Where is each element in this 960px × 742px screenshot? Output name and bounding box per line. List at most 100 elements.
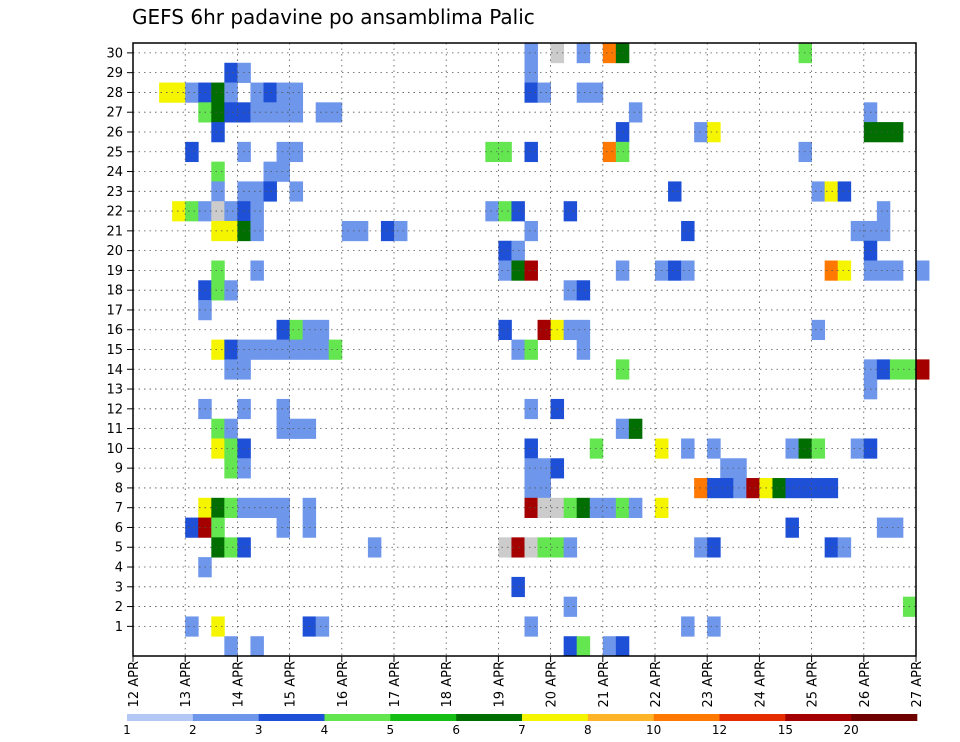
heatmap-cell [211, 260, 225, 281]
heatmap-cell [224, 438, 238, 459]
heatmap-cell [211, 280, 225, 301]
colorbar-swatch [719, 714, 786, 721]
heatmap-cell [576, 43, 591, 64]
heatmap-cell [628, 418, 643, 439]
heatmap-cell [524, 220, 538, 242]
heatmap-cell [576, 497, 591, 518]
heatmap-cell [824, 478, 839, 499]
x-tick-label: 17 APR [388, 661, 403, 707]
colorbar-label: 6 [452, 723, 460, 737]
y-tick-label: 24 [106, 165, 123, 180]
y-tick-label: 20 [106, 244, 123, 259]
heatmap-cell [785, 517, 799, 538]
heatmap-cell [315, 616, 330, 637]
y-tick-label: 15 [106, 343, 123, 358]
heatmap-cell [224, 537, 238, 558]
y-tick-label: 10 [106, 442, 123, 457]
heatmap-cell [211, 517, 225, 538]
heatmap-cell [746, 478, 760, 499]
heatmap-cell [615, 636, 630, 657]
heatmap-cells [159, 43, 930, 657]
heatmap-cell [576, 82, 591, 103]
heatmap-cell [263, 339, 277, 360]
colorbar-swatch [785, 714, 852, 721]
heatmap-cell [224, 458, 238, 479]
heatmap-cell [315, 339, 330, 360]
x-tick-label: 19 APR [492, 661, 507, 707]
y-tick-label: 23 [106, 185, 123, 200]
colorbar-swatch [192, 714, 259, 721]
heatmap-cell [224, 201, 238, 222]
heatmap-cell [720, 458, 734, 479]
heatmap-cell [289, 418, 304, 439]
colorbar-swatch [324, 714, 391, 721]
heatmap-cell [211, 537, 225, 558]
heatmap-cell [211, 220, 225, 242]
colorbar-swatch [851, 714, 918, 721]
heatmap-cell [498, 240, 512, 261]
heatmap-cell [224, 418, 238, 439]
heatmap-cell [837, 260, 852, 281]
heatmap-cell [328, 102, 343, 123]
x-tick-label: 26 APR [858, 661, 873, 707]
heatmap-cell [889, 517, 904, 538]
heatmap-cell [185, 517, 199, 538]
colorbar: 1 2 3 4 5 6 7 8 10 12 15 20 [123, 714, 918, 737]
heatmap-cell [733, 458, 747, 479]
heatmap-cell [876, 122, 891, 143]
heatmap-cell [250, 201, 264, 222]
heatmap-cell [524, 62, 538, 83]
heatmap-cell [563, 537, 578, 558]
heatmap-cell [681, 220, 695, 242]
axis-ticks: 1234567891011121314151617181920212223242… [106, 46, 925, 707]
heatmap-cell [289, 141, 304, 163]
heatmap-cell [354, 220, 369, 242]
y-tick-label: 17 [106, 303, 123, 318]
heatmap-cell [524, 497, 538, 518]
heatmap-cell [563, 280, 578, 301]
heatmap-cell [576, 319, 591, 341]
x-tick-label: 21 APR [597, 661, 612, 707]
heatmap-cell [628, 497, 643, 518]
heatmap-cell [276, 319, 290, 341]
y-tick-label: 4 [115, 561, 123, 576]
heatmap-cell [537, 82, 551, 103]
heatmap-cell [824, 181, 839, 202]
colorbar-label: 7 [518, 723, 526, 737]
heatmap-cell [524, 260, 538, 281]
heatmap-cell [224, 82, 238, 103]
heatmap-cell [537, 497, 551, 518]
heatmap-cell [524, 537, 538, 558]
colorbar-label: 3 [255, 723, 263, 737]
y-tick-label: 19 [106, 264, 123, 279]
heatmap-cell [498, 201, 512, 222]
y-tick-label: 6 [115, 521, 123, 536]
heatmap-cell [263, 161, 277, 182]
heatmap-cell [524, 141, 538, 163]
heatmap-cell [276, 517, 290, 538]
heatmap-cell [772, 478, 786, 499]
x-tick-label: 16 APR [336, 661, 351, 707]
heatmap-cell [289, 181, 304, 202]
heatmap-cell [524, 339, 538, 360]
heatmap-cell [916, 260, 930, 281]
heatmap-cell [211, 161, 225, 182]
heatmap-cell [524, 458, 538, 479]
heatmap-cell [837, 181, 852, 202]
y-tick-label: 26 [106, 125, 123, 140]
heatmap-cell [289, 339, 304, 360]
heatmap-cell [250, 339, 264, 360]
colorbar-label: 2 [189, 723, 197, 737]
heatmap-cell [276, 82, 290, 103]
heatmap-cell [811, 319, 826, 341]
heatmap-cell [367, 537, 382, 558]
heatmap-cell [263, 181, 277, 202]
heatmap-cell [602, 636, 617, 657]
heatmap-cell [276, 339, 290, 360]
heatmap-cell [811, 181, 826, 202]
heatmap-cell [602, 43, 617, 64]
heatmap-cell [733, 478, 747, 499]
y-tick-label: 18 [106, 284, 123, 299]
heatmap-cell [498, 537, 512, 558]
